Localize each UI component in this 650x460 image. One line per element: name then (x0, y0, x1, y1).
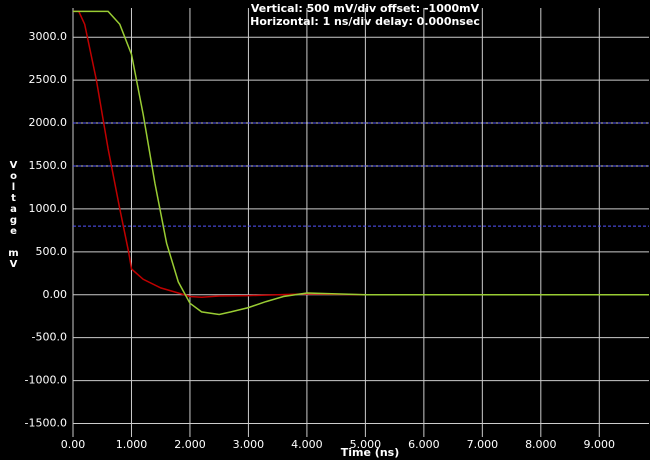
y-axis-label: Voltage mV (8, 160, 19, 270)
x-tick-label: 4.000 (291, 438, 323, 451)
x-tick-label: 0.00 (61, 438, 86, 451)
y-tick-label: 1500.0 (29, 159, 68, 172)
trace (73, 10, 649, 299)
y-tick-label: 500.0 (36, 245, 68, 258)
x-tick-label: 9.000 (584, 438, 616, 451)
x-tick-label: 8.000 (525, 438, 557, 451)
y-tick-label: 2000.0 (29, 116, 68, 129)
x-tick-label: 2.000 (174, 438, 206, 451)
x-tick-label: 6.000 (408, 438, 440, 451)
y-tick-label: 2500.0 (29, 73, 68, 86)
x-tick-label: 3.000 (233, 438, 265, 451)
x-axis-label: Time (ns) (341, 446, 399, 459)
y-tick-label: 0.00 (43, 288, 68, 301)
y-tick-label: -1000.0 (25, 374, 67, 387)
y-tick-label: 1000.0 (29, 202, 68, 215)
y-tick-label: -500.0 (32, 331, 67, 344)
trace (73, 10, 649, 316)
x-tick-label: 5.000 (350, 438, 382, 451)
x-tick-label: 7.000 (467, 438, 499, 451)
y-tick-label: -1500.0 (25, 417, 67, 430)
x-tick-label: 1.000 (116, 438, 148, 451)
y-tick-label: 3000.0 (29, 30, 68, 43)
